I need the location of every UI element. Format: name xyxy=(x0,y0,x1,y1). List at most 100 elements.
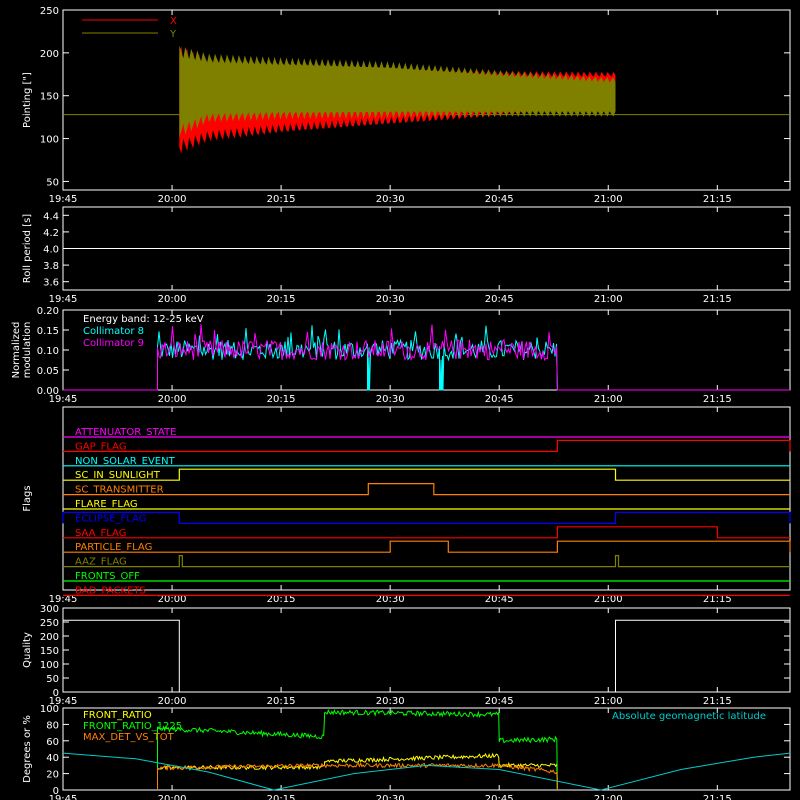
modulation-panel-ytick-label: 0.20 xyxy=(37,306,59,317)
roll-panel-ytick-label: 4.0 xyxy=(43,245,59,256)
flag-label-attenuator-state: ATTENUATOR_STATE xyxy=(75,427,176,438)
roll-panel-ytick-label: 3.8 xyxy=(43,261,59,272)
flag-trace-saa-flag xyxy=(63,526,790,539)
modulation-panel-ytick-label: 0.15 xyxy=(37,326,59,337)
modulation-panel-xtick-label: 21:15 xyxy=(703,394,732,405)
quality-panel-xtick-label: 20:45 xyxy=(485,696,514,707)
quality-panel-ytick-label: 150 xyxy=(40,646,59,657)
ratio-panel-xtick-label: 19:45 xyxy=(49,794,78,800)
modulation-ylabel-line2: modulation xyxy=(22,322,33,379)
ratio-series-front-ratio-1225 xyxy=(157,708,558,791)
flag-trace-aaz-flag xyxy=(63,555,790,568)
pointing-legend-label-y: Y xyxy=(169,29,177,40)
quality-trace xyxy=(63,619,790,693)
flags-panel-xtick-label: 20:45 xyxy=(485,594,514,605)
ratio-panel-ytick-label: 100 xyxy=(40,704,59,715)
ratio-panel-ytick-label: 20 xyxy=(46,770,59,781)
quality-panel-xtick-label: 21:15 xyxy=(703,696,732,707)
quality-panel-ytick-label: 100 xyxy=(40,660,59,671)
ratio-panel-xtick-label: 21:00 xyxy=(594,794,623,800)
ratio-panel-frame xyxy=(62,707,791,791)
flags-panel-xtick-label: 20:30 xyxy=(376,594,405,605)
modulation-legend-collimator-8: Collimator 8 xyxy=(83,326,144,337)
flag-label-fronts-off: FRONTS_OFF xyxy=(75,571,140,582)
flags-panel-xtick-label: 20:15 xyxy=(267,594,296,605)
pointing-panel-ytick-label: 100 xyxy=(40,135,59,146)
pointing-series-y xyxy=(179,45,616,138)
flags-panel-xtick-label: 21:00 xyxy=(594,594,623,605)
modulation-legend-collimator-9: Collimator 9 xyxy=(83,338,144,349)
pointing-panel-frame xyxy=(62,9,791,191)
quality-panel-ytick-label: 50 xyxy=(46,674,59,685)
flag-label-bad-packets: BAD_PACKETS xyxy=(75,585,146,596)
quality-panel-xtick-label: 20:30 xyxy=(376,696,405,707)
flag-label-sc-transmitter: SC_TRANSMITTER xyxy=(75,485,164,496)
modulation-panel-xtick-label: 20:30 xyxy=(376,394,405,405)
flag-trace-eclipse-flag xyxy=(62,511,791,524)
flag-label-flare-flag: FLARE_FLAG xyxy=(75,499,138,510)
flags-panel-frame xyxy=(62,406,791,591)
ratio-panel-ytick-label: 80 xyxy=(46,720,59,731)
quality-panel-ylabel: Quality xyxy=(22,632,33,668)
roll-panel-xtick-label: 19:45 xyxy=(49,294,78,305)
modulation-panel-xtick-label: 19:45 xyxy=(49,394,78,405)
roll-panel-ylabel: Roll period [s] xyxy=(22,214,33,283)
ratio-panel-ylabel: Degrees or % xyxy=(22,715,33,783)
ratio-panel-xtick-label: 20:00 xyxy=(158,794,187,800)
roll-panel-xtick-label: 20:45 xyxy=(485,294,514,305)
ratio-panel-xtick-label: 20:30 xyxy=(376,794,405,800)
flag-label-non-solar-event: NON_SOLAR_EVENT xyxy=(75,456,176,467)
modulation-series-collimator-9 xyxy=(63,324,790,391)
pointing-panel-xtick-label: 21:15 xyxy=(703,194,732,205)
flag-trace-particle-flag xyxy=(63,540,791,553)
pointing-panel-xtick-label: 20:30 xyxy=(376,194,405,205)
quality-panel-xtick-label: 19:45 xyxy=(49,696,78,707)
pointing-legend-label-x: X xyxy=(170,16,177,27)
quality-panel-ytick-label: 0 xyxy=(53,688,59,699)
flag-label-particle-flag: PARTICLE_FLAG xyxy=(75,542,152,553)
roll-panel-ytick-label: 3.6 xyxy=(43,278,59,289)
quality-panel-ytick-label: 200 xyxy=(40,632,59,643)
ratio-panel-ytick-label: 60 xyxy=(46,737,59,748)
quality-panel-ytick-label: 250 xyxy=(40,618,59,629)
roll-panel-xtick-label: 21:00 xyxy=(594,294,623,305)
flag-label-sc-in-sunlight: SC_IN_SUNLIGHT xyxy=(75,470,161,481)
roll-panel-xtick-label: 20:15 xyxy=(267,294,296,305)
pointing-panel-ytick-label: 250 xyxy=(40,6,59,17)
quality-panel-xtick-label: 21:00 xyxy=(594,696,623,707)
ratio-panel-ytick-label: 0 xyxy=(53,786,59,797)
roll-panel-xtick-label: 21:15 xyxy=(703,294,732,305)
flags-panel-xtick-label: 20:00 xyxy=(158,594,187,605)
ratio-series-front-ratio xyxy=(157,752,558,791)
quality-panel-xtick-label: 20:15 xyxy=(267,696,296,707)
modulation-ylabel-line1: Normalized xyxy=(11,322,22,379)
ratio-series-absolute-geomagnetic-latitude xyxy=(62,752,791,791)
ratio-panel-ytick-label: 40 xyxy=(46,753,59,764)
pointing-panel-ylabel: Pointing ["] xyxy=(22,72,33,128)
flag-trace-sc-in-sunlight xyxy=(63,468,790,481)
pointing-panel-xtick-label: 21:00 xyxy=(594,194,623,205)
flags-panel-xtick-label: 19:45 xyxy=(49,594,78,605)
flag-label-aaz-flag: AAZ_FLAG xyxy=(75,557,127,568)
flags-panel-ylabel: Flags xyxy=(22,485,33,511)
ratio-legend-max-det-vs-tot: MAX_DET_VS_TOT xyxy=(83,732,175,743)
flag-label-gap-flag: GAP_FLAG xyxy=(75,441,127,452)
modulation-panel-xtick-label: 21:00 xyxy=(594,394,623,405)
ratio-panel-xtick-label: 20:15 xyxy=(267,794,296,800)
roll-panel-xtick-label: 20:30 xyxy=(376,294,405,305)
flag-trace-sc-transmitter xyxy=(63,483,790,496)
pointing-panel-ytick-label: 200 xyxy=(40,49,59,60)
ratio-legend-geomagnetic-latitude: Absolute geomagnetic latitude xyxy=(612,711,766,722)
flag-label-saa-flag: SAA_FLAG xyxy=(75,528,126,539)
pointing-panel-xtick-label: 20:45 xyxy=(485,194,514,205)
modulation-panel-ytick-label: 0.00 xyxy=(37,386,59,397)
pointing-panel-xtick-label: 20:15 xyxy=(267,194,296,205)
modulation-panel-xtick-label: 20:45 xyxy=(485,394,514,405)
roll-panel-ytick-label: 4.2 xyxy=(43,228,59,239)
pointing-panel-ytick-label: 150 xyxy=(40,92,59,103)
quality-panel-xtick-label: 20:00 xyxy=(158,696,187,707)
ratio-legend-front-ratio: FRONT_RATIO xyxy=(83,710,152,721)
flag-trace-gap-flag xyxy=(63,439,791,452)
